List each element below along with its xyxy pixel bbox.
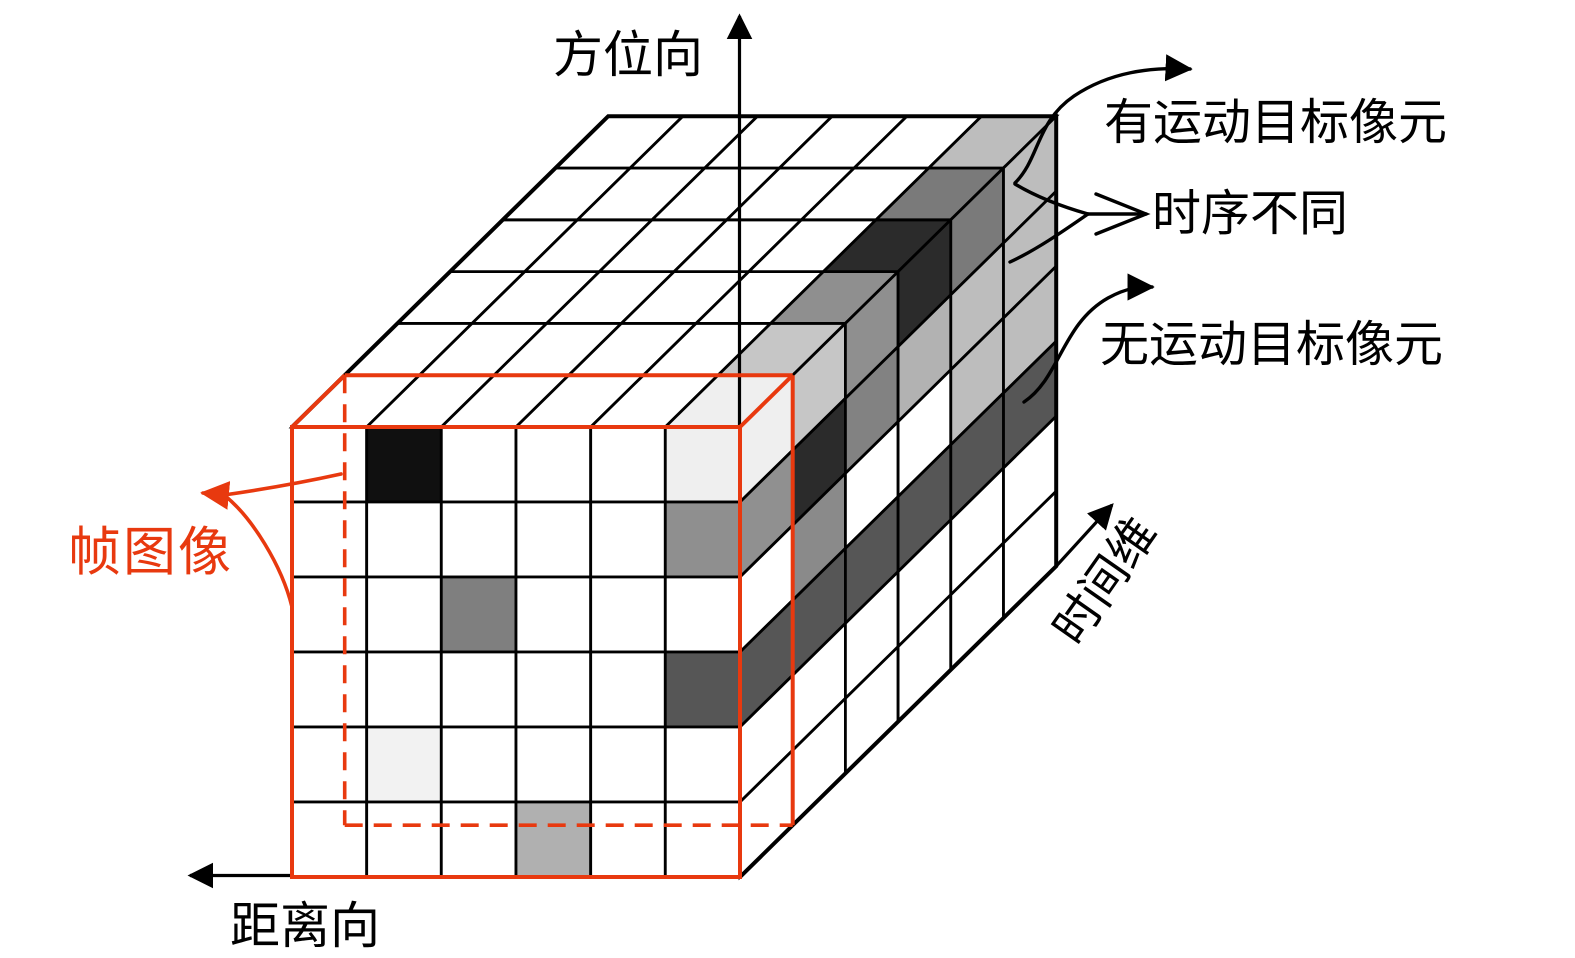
front-cell-2-0	[439, 425, 518, 504]
frame-callout-lower-prong	[222, 493, 294, 609]
cube-front-face	[290, 425, 742, 879]
moving-target-swoosh-arrow	[1013, 54, 1193, 185]
frame-image-label: 帧图像	[68, 524, 233, 582]
range-axis-label: 距离向	[230, 898, 380, 954]
no-moving-target-label: 无运动目标像元	[1100, 317, 1443, 372]
front-cell-5-1	[663, 500, 742, 579]
frame-callout-arrow	[200, 481, 231, 510]
front-cell-3-4	[514, 725, 593, 804]
time-axis-label: 时间维	[1044, 509, 1167, 654]
time-series-callout	[1008, 182, 1151, 264]
front-cell-1-2	[365, 575, 443, 654]
front-cell-4-2	[589, 575, 667, 654]
series-bracket-upper-prong	[1013, 182, 1090, 216]
front-cell-3-1	[514, 500, 593, 579]
front-cell-1-5	[365, 800, 443, 879]
frame-top-left-edge	[290, 373, 347, 429]
front-cell-5-2	[663, 575, 742, 654]
front-cell-0-5	[290, 800, 369, 879]
front-cell-1-3	[365, 650, 443, 729]
cube-top-face	[288, 114, 1060, 429]
front-cell-5-5	[663, 800, 742, 879]
front-cell-3-0	[514, 425, 593, 504]
front-cell-2-2	[439, 575, 518, 654]
time-axis-arrow	[1055, 503, 1114, 568]
frame-callout-upper-prong	[222, 472, 343, 497]
front-cell-1-1	[365, 500, 443, 579]
front-cell-0-4	[290, 725, 369, 804]
no-moving-target-swoosh-arrow	[1022, 273, 1155, 404]
front-cell-3-5	[514, 800, 593, 879]
front-cell-3-3	[514, 650, 593, 729]
front-cell-0-3	[290, 650, 369, 729]
front-cell-4-0	[589, 425, 667, 504]
frame-slice-outline	[290, 373, 795, 879]
front-cell-0-2	[290, 575, 369, 654]
azimuth-axis-label: 方位向	[553, 27, 703, 83]
front-cell-2-1	[439, 500, 518, 579]
series-open-arrowhead	[1094, 192, 1151, 236]
front-cell-5-3	[663, 650, 742, 729]
front-cell-1-0	[365, 425, 443, 504]
series-bracket-lower-prong	[1008, 212, 1090, 264]
front-cell-3-2	[514, 575, 593, 654]
front-cell-4-4	[589, 725, 667, 804]
front-cell-5-0	[663, 425, 742, 504]
front-cell-4-1	[589, 500, 667, 579]
cube-side-face	[738, 112, 1058, 881]
front-cell-4-5	[589, 800, 667, 879]
front-cell-4-3	[589, 650, 667, 729]
front-cell-2-3	[439, 650, 518, 729]
front-cell-5-4	[663, 725, 742, 804]
front-cell-0-1	[290, 500, 369, 579]
no-moving-target-callout	[1022, 273, 1155, 404]
moving-target-label: 有运动目标像元	[1104, 95, 1447, 150]
frame-top-right-edge	[738, 373, 795, 429]
moving-target-callout	[1013, 54, 1193, 185]
frame-image-callout	[200, 472, 343, 609]
front-cell-1-4	[365, 725, 443, 804]
frame-front-rect	[290, 425, 742, 879]
time-series-label: 时序不同	[1152, 186, 1348, 241]
front-cell-0-0	[290, 425, 369, 504]
front-cell-2-5	[439, 800, 518, 879]
front-cell-2-4	[439, 725, 518, 804]
